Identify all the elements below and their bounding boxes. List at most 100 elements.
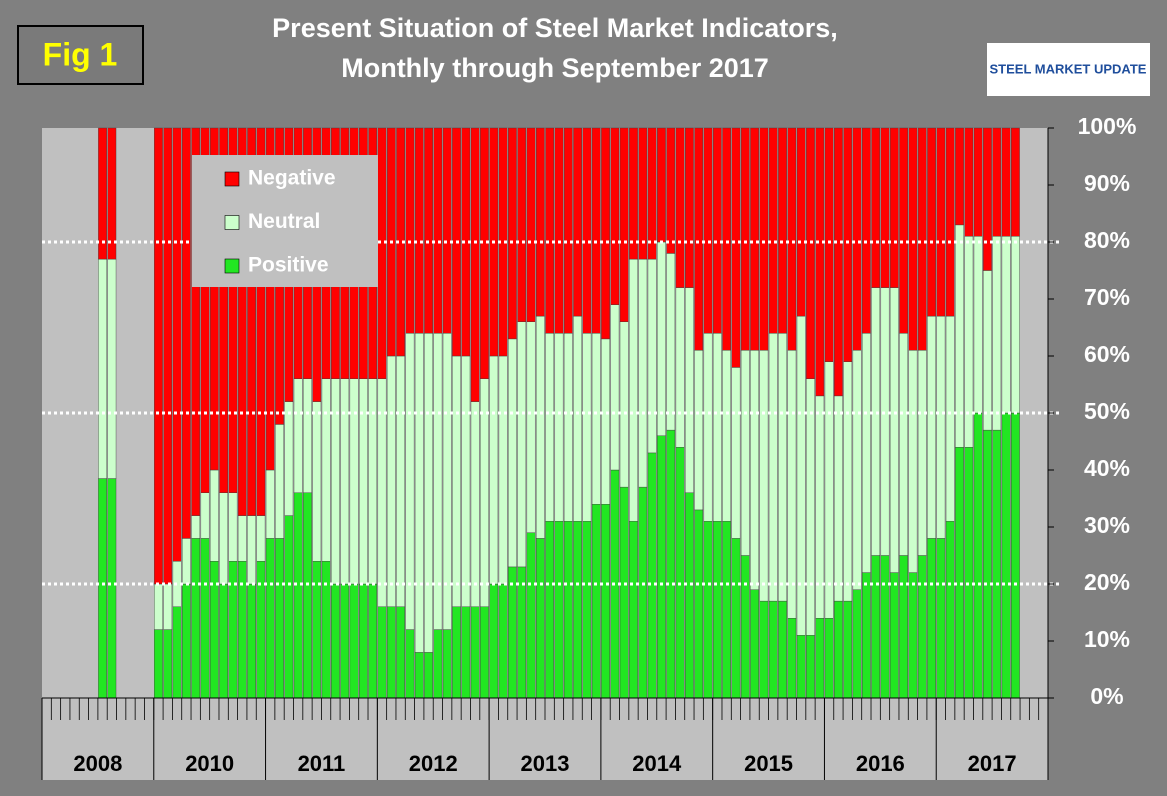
y-tick-label: 20% — [1084, 569, 1130, 595]
bar-segment — [265, 538, 275, 699]
bar-segment — [629, 258, 638, 522]
bar-segment — [424, 127, 433, 334]
bar-segment — [98, 127, 107, 260]
bar-segment — [862, 333, 871, 573]
bar-segment — [927, 127, 936, 317]
bar-segment — [433, 629, 443, 699]
bar-segment — [573, 315, 582, 522]
bar-segment — [619, 321, 629, 488]
bar-segment — [796, 127, 806, 317]
bar-segment — [778, 600, 787, 699]
bar-segment — [359, 378, 368, 585]
bar-segment — [796, 635, 806, 699]
bar-segment — [666, 253, 676, 431]
bar-segment — [740, 350, 750, 556]
bar-segment — [256, 515, 266, 562]
bar-segment — [945, 127, 955, 317]
bar-segment — [526, 127, 536, 323]
bar-segment — [237, 127, 247, 516]
bar-segment — [945, 315, 955, 522]
bar-segment — [796, 315, 806, 636]
bar-segment — [824, 618, 834, 699]
y-tick-label: 40% — [1084, 455, 1130, 481]
bar-segment — [852, 589, 862, 699]
legend — [192, 155, 378, 287]
y-tick-label: 70% — [1084, 284, 1130, 310]
bar-segment — [964, 447, 974, 699]
x-tick-label: 2011 — [298, 751, 346, 776]
bar-segment — [722, 127, 731, 351]
bar-segment — [992, 127, 1002, 237]
bar-segment — [955, 447, 964, 699]
bar-segment — [1001, 236, 1011, 414]
bar-segment — [815, 618, 825, 699]
bar-segment — [694, 509, 704, 699]
bar-segment — [657, 127, 666, 243]
bar-segment — [209, 127, 219, 471]
bar-segment — [182, 538, 191, 585]
bar-segment — [675, 127, 685, 288]
bar-segment — [806, 127, 815, 380]
bar-segment — [964, 127, 974, 237]
bar-segment — [871, 287, 881, 556]
bar-segment — [740, 127, 750, 351]
bar-segment — [889, 127, 899, 288]
bar-segment — [219, 583, 228, 699]
bar-segment — [908, 350, 918, 573]
bar-segment — [889, 572, 899, 699]
bar-segment — [452, 606, 461, 699]
bar-segment — [908, 127, 918, 351]
bar-segment — [470, 127, 480, 402]
bar-segment — [629, 127, 638, 260]
y-tick-label: 80% — [1084, 227, 1130, 253]
bar-segment — [154, 583, 163, 630]
bar-segment — [638, 258, 648, 488]
bar-segment — [899, 555, 908, 699]
bar-segment — [442, 127, 452, 334]
bar-segment — [228, 492, 238, 562]
y-tick-label: 10% — [1084, 626, 1130, 652]
bar-segment — [834, 127, 843, 397]
bar-segment — [675, 447, 685, 699]
bar-segment — [107, 478, 117, 699]
bar-segment — [368, 378, 378, 585]
legend-label: Neutral — [248, 210, 320, 233]
bar-segment — [787, 350, 797, 619]
bar-segment — [759, 127, 769, 351]
chart-title: Monthly through September 2017 — [341, 53, 769, 83]
y-tick-label: 30% — [1084, 512, 1130, 538]
bar-segment — [1011, 236, 1020, 414]
bar-segment — [209, 561, 219, 699]
bar-segment — [722, 350, 731, 522]
bar-segment — [871, 127, 881, 288]
bar-segment — [685, 127, 694, 288]
bar-segment — [535, 127, 545, 317]
bar-segment — [703, 333, 713, 522]
legend-swatch — [224, 171, 240, 187]
bar-segment — [200, 492, 210, 539]
bar-segment — [647, 258, 657, 454]
bar-segment — [498, 583, 508, 699]
bar-segment — [973, 127, 983, 237]
bar-segment — [591, 333, 601, 505]
badge-box — [17, 25, 144, 85]
bar-segment — [228, 561, 238, 699]
bar-segment — [573, 127, 582, 317]
bar-segment — [508, 566, 517, 699]
bar-segment — [908, 572, 918, 699]
y-tick-label: 90% — [1084, 170, 1130, 196]
legend-label: Negative — [248, 167, 336, 190]
bar-segment — [331, 583, 340, 699]
bar-segment — [787, 127, 797, 351]
bar-segment — [312, 561, 322, 699]
bar-segment — [154, 127, 163, 585]
bar-segment — [647, 127, 657, 260]
bar-segment — [638, 486, 648, 699]
bar-segment — [712, 333, 722, 522]
bar-segment — [712, 127, 722, 334]
x-tick-label: 2017 — [968, 751, 1017, 776]
bar-segment — [834, 600, 843, 699]
bar-segment — [638, 127, 648, 260]
bar-segment — [936, 127, 946, 317]
